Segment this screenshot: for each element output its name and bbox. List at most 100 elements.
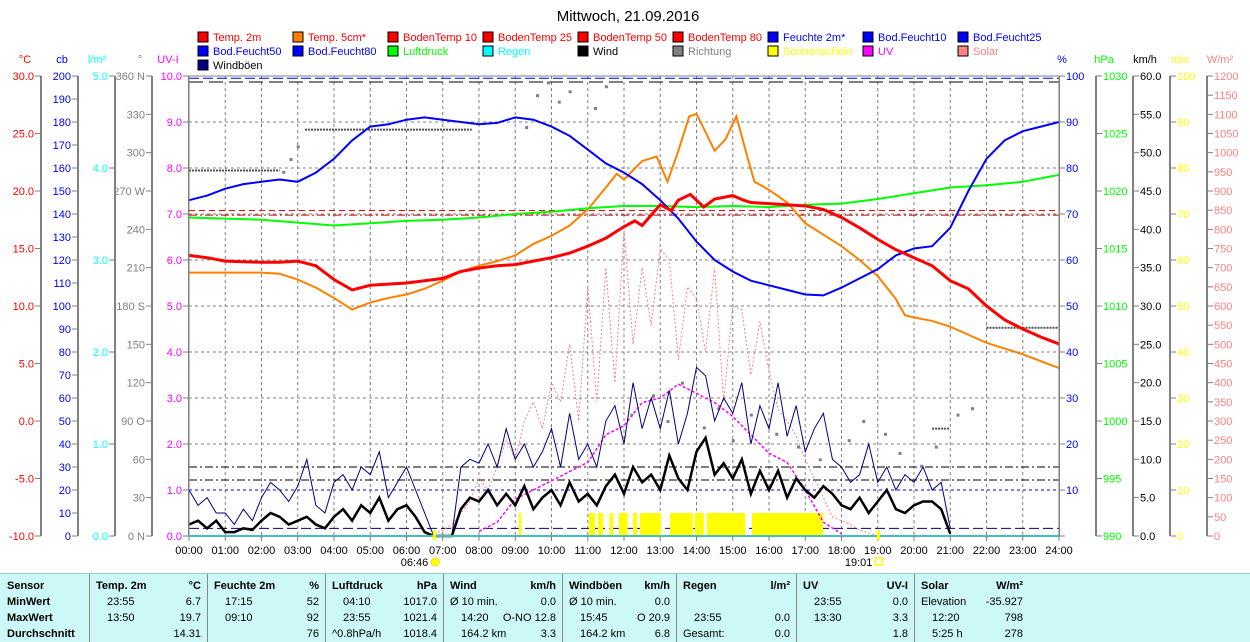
axis-tick-label: 5.0: [1140, 493, 1155, 505]
x-tick-label: 01:00: [211, 545, 239, 557]
legend-label: BodenTemp 80: [688, 32, 762, 44]
cell-value: 0.0: [892, 596, 908, 608]
sunshine-bar: [670, 513, 693, 536]
legend-swatch: [957, 45, 969, 57]
axis-tick-label: 25.0: [1140, 339, 1161, 351]
chart-marks: [188, 75, 1060, 538]
cell-value: 19.7: [179, 612, 201, 624]
legend-swatch: [292, 31, 304, 43]
direction-point: [971, 407, 974, 411]
axis-tick-label: 1200: [1214, 71, 1238, 83]
column-header: Wind: [450, 580, 477, 592]
legend-label: Wind: [593, 46, 618, 58]
direction-point: [797, 445, 800, 449]
axis-tick-label: 900: [1214, 186, 1232, 198]
column-header: Regen: [683, 580, 717, 592]
axis-unit-label: hPa: [1094, 54, 1114, 66]
axis-tick-label: 350: [1214, 397, 1232, 409]
direction-point: [296, 145, 300, 149]
axis-tick-label: 360 N: [116, 71, 145, 83]
axis-tick-label: 60: [1066, 255, 1078, 267]
axis-tick-label: 3.0: [167, 393, 182, 405]
axis-unit-label: l/m²: [88, 54, 107, 66]
axis-unit-label: min: [1171, 54, 1189, 66]
axis-tick-label: 1150: [1214, 90, 1238, 102]
axis-tick-label: 150: [1214, 474, 1232, 486]
axis-tick-label: 80: [1066, 163, 1078, 175]
cell-left: Ø 10 min.: [569, 596, 617, 608]
axis-tick-label: 80: [1177, 163, 1189, 175]
legend-label: UV: [878, 46, 894, 58]
x-tick-label: 18:00: [828, 545, 856, 557]
x-tick-label: 00:00: [175, 545, 203, 557]
row-label: MaxWert: [7, 612, 53, 624]
axis-tick-label: 1010: [1103, 301, 1127, 313]
axis-tick-label: 60: [59, 393, 71, 405]
direction-point: [749, 413, 753, 417]
cell-value: 0.0: [654, 596, 670, 608]
legend-swatch: [862, 45, 874, 57]
axis-tick-label: 400: [1214, 378, 1232, 390]
axis-unit-label: °C: [19, 54, 31, 66]
cell-left: 23:55: [814, 596, 842, 608]
cell-value: 14.31: [173, 628, 201, 640]
axis-tick-label: 60.0: [1140, 71, 1161, 83]
sunshine-bar: [707, 513, 746, 536]
axis-tick-label: 30.0: [1140, 301, 1161, 313]
axis-tick-label: 1025: [1103, 129, 1127, 141]
x-tick-label: 21:00: [936, 545, 964, 557]
axis-tick-label: 250: [1214, 435, 1232, 447]
axis-tick-label: 20.0: [13, 186, 34, 198]
axis-tick-label: 0 N: [128, 531, 145, 543]
series-line: [188, 116, 1060, 297]
axis-tick-label: 500: [1214, 339, 1232, 351]
axis-tick-label: 50: [59, 416, 71, 428]
axis-tick-label: 160: [53, 163, 71, 175]
direction-point: [717, 407, 721, 411]
axis-tick-label: 120: [127, 378, 145, 390]
x-axis: 00:00 01:00 02:00 03:00 04:00 05:00 06:00 07:00…: [175, 530, 1073, 569]
axis-tick-label: 3.0: [93, 255, 108, 267]
axis-tick-label: 1020: [1103, 186, 1127, 198]
column-unit: °C: [188, 580, 201, 592]
x-tick-label: 07:00: [429, 545, 457, 557]
legend-label: Bod.Feucht10: [878, 32, 947, 44]
cell-left: 23:55: [343, 612, 371, 624]
legend-swatch: [197, 31, 209, 43]
row-label: Durchschnitt: [7, 628, 75, 640]
series-line: [188, 192, 1060, 346]
legend: Temp. 2m Temp. 5cm* BodenTemp 10 BodenTemp …: [197, 31, 1042, 72]
column-header: Feuchte 2m: [214, 580, 276, 592]
axis-tick-label: 90: [1177, 117, 1189, 129]
axis-tick-label: 20: [1177, 439, 1189, 451]
sunrise-time: 06:46: [401, 557, 429, 569]
x-tick-label: 24:00: [1045, 545, 1073, 557]
direction-point: [731, 439, 735, 443]
axis-tick-label: -5.0: [15, 474, 34, 486]
axis-tick-label: 700: [1214, 263, 1232, 275]
legend-label: BodenTemp 10: [403, 32, 477, 44]
legend-label: Richtung: [688, 46, 731, 58]
axis-tick-label: 1.0: [167, 485, 182, 497]
legend-swatch: [387, 45, 399, 57]
axis-tick-label: 650: [1214, 282, 1232, 294]
axis-tick-label: 45.0: [1140, 186, 1161, 198]
legend-label: Bod.Feucht25: [973, 32, 1042, 44]
column-unit: %: [309, 580, 319, 592]
axis-tick-label: 4.0: [167, 347, 182, 359]
legend-swatch: [387, 31, 399, 43]
axis-tick-label: 90: [1066, 117, 1078, 129]
axis-tick-label: 7.0: [167, 209, 182, 221]
axis-tick-label: 30.0: [13, 71, 34, 83]
axis-tick-label: 140: [53, 209, 71, 221]
axis-tick-label: 1050: [1214, 129, 1238, 141]
legend-swatch: [577, 45, 589, 57]
axis-tick-label: 90: [59, 324, 71, 336]
axis-tick-label: 100: [1177, 71, 1195, 83]
cell-value: 92: [306, 612, 319, 624]
axis-tick-label: 9.0: [167, 117, 182, 129]
statistics-table: Sensor MinWert MaxWert Durchschnitt Temp. 2m…: [0, 573, 1250, 642]
axis-tick-label: 70: [1066, 209, 1078, 221]
direction-point: [630, 413, 634, 417]
axis-unit-label: UV-I: [157, 54, 178, 66]
